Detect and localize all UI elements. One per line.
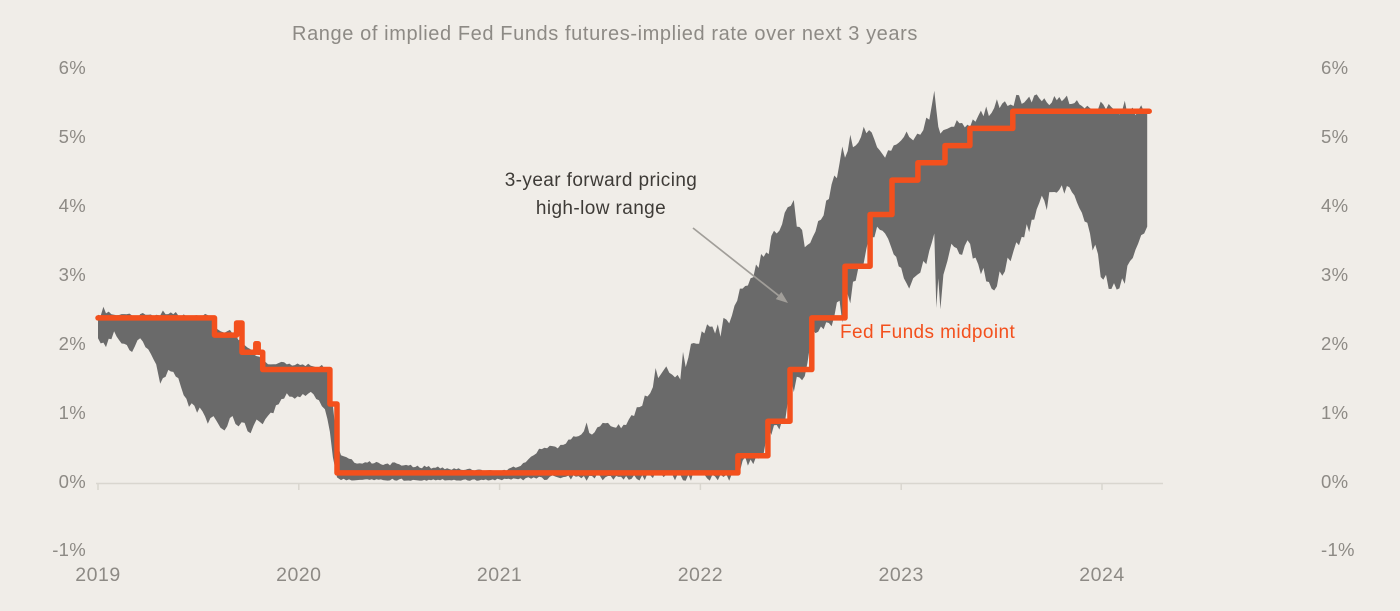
y-axis-label-right-6%: 6% <box>1321 57 1349 79</box>
y-axis-label-right--1%: -1% <box>1321 539 1355 561</box>
x-axis-line <box>96 482 1163 490</box>
chart-title: Range of implied Fed Funds futures-impli… <box>292 23 918 45</box>
annotation-arrow <box>692 227 788 303</box>
fed-funds-midpoint-label: Fed Funds midpoint <box>840 322 1016 343</box>
y-axis-label-right-1%: 1% <box>1321 401 1349 423</box>
x-axis-label-2023: 2023 <box>878 564 924 586</box>
y-axis-label-right-5%: 5% <box>1321 126 1349 147</box>
y-axis-label-left-4%: 4% <box>58 194 86 216</box>
fed-funds-midpoint-line <box>95 108 1152 476</box>
y-axis-label-left-0%: 0% <box>58 470 86 492</box>
y-axis-label-left-6%: 6% <box>58 57 86 79</box>
band-annotation: 3-year forward pricing high-low range <box>431 167 771 223</box>
x-axis-label-2024: 2024 <box>1079 564 1125 586</box>
x-axis-label-2021: 2021 <box>476 564 523 586</box>
y-axis-label-right-2%: 2% <box>1321 332 1349 354</box>
y-axis-label-right-3%: 3% <box>1321 263 1349 285</box>
x-axis-label-2022: 2022 <box>677 564 724 586</box>
x-axis-label-2019: 2019 <box>75 564 121 586</box>
y-axis-label-right-4%: 4% <box>1321 194 1349 216</box>
band-annotation-line1: 3-year forward pricing <box>504 170 698 191</box>
y-axis-label-left-1%: 1% <box>58 401 86 423</box>
y-axis-label-left-3%: 3% <box>58 263 86 285</box>
band-annotation-line2: high-low range <box>535 198 667 219</box>
y-axis-label-left-2%: 2% <box>58 332 86 354</box>
y-axis-label-left-5%: 5% <box>58 126 86 147</box>
x-axis-label-2020: 2020 <box>276 564 322 586</box>
y-axis-label-right-0%: 0% <box>1321 470 1349 492</box>
y-axis-label-left--1%: -1% <box>52 539 86 561</box>
rate-band-area <box>98 90 1148 481</box>
